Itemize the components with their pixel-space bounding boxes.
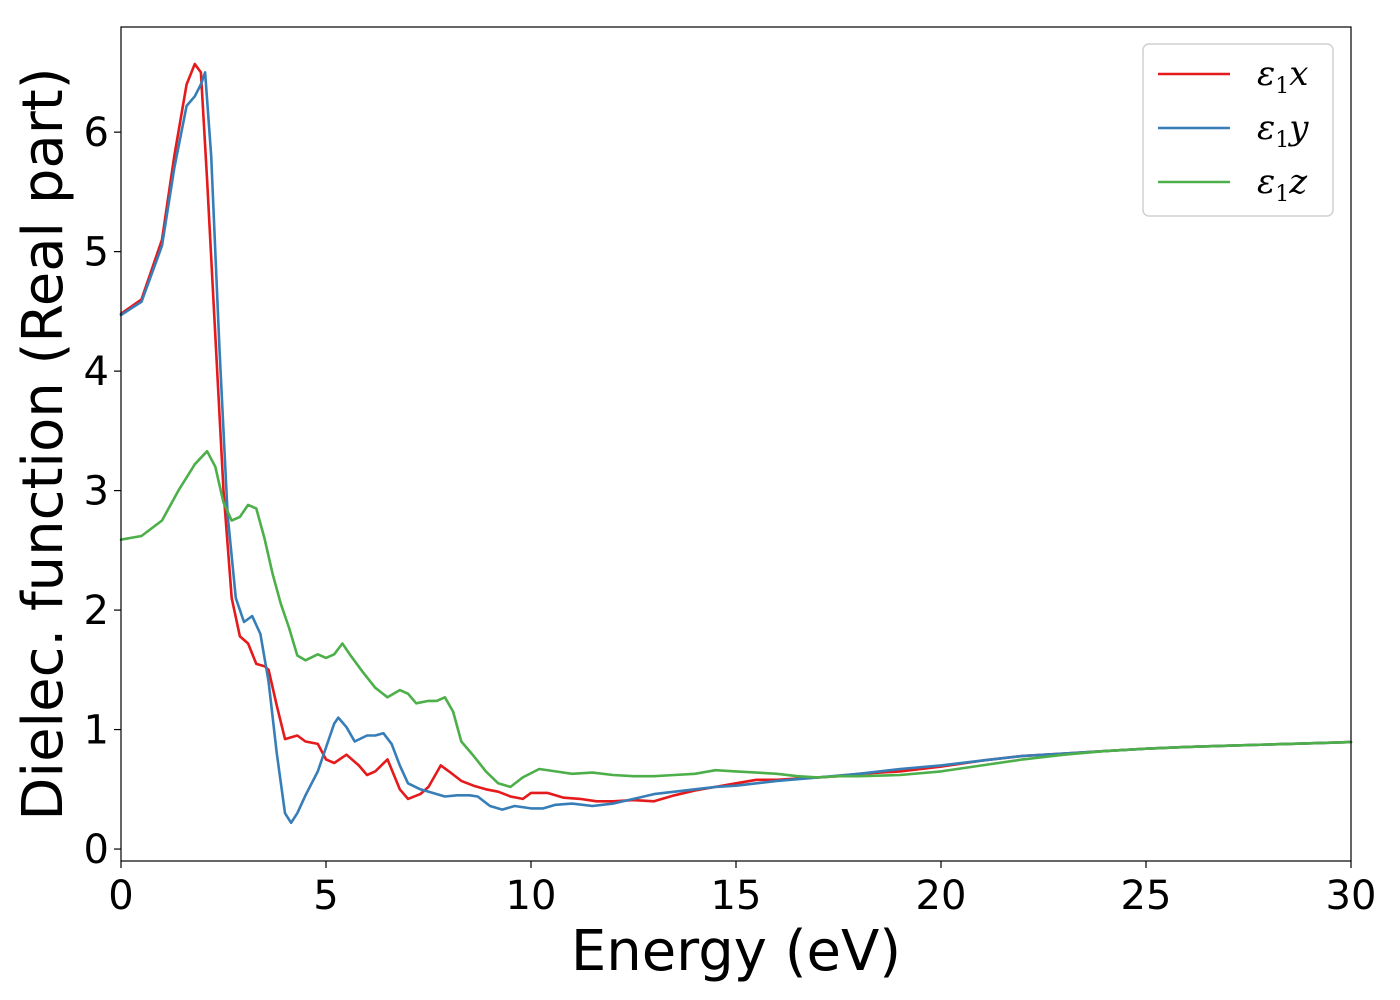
x-tick-label: 30 bbox=[1326, 873, 1377, 919]
legend-label-suffix: y bbox=[1287, 108, 1309, 148]
legend-label-base: ε bbox=[1257, 108, 1275, 148]
x-tick-label: 20 bbox=[916, 873, 967, 919]
legend-label-x: ε1x bbox=[1257, 54, 1308, 99]
legend-label-y: ε1y bbox=[1257, 108, 1309, 153]
y-axis-ticks: 0 1 2 3 4 5 6 bbox=[84, 110, 121, 873]
y-tick-label: 4 bbox=[84, 349, 109, 395]
x-axis-label: Energy (eV) bbox=[571, 919, 901, 984]
series-line-y bbox=[119, 71, 1353, 825]
x-tick-label: 25 bbox=[1121, 873, 1172, 919]
legend-label-subscript: 1 bbox=[1275, 128, 1289, 153]
x-tick-label: 15 bbox=[711, 873, 762, 919]
legend-label-subscript: 1 bbox=[1275, 74, 1289, 99]
y-tick-label: 2 bbox=[84, 588, 109, 634]
x-axis-ticks: 0 5 10 15 20 25 30 bbox=[108, 861, 1376, 919]
legend-label-base: ε bbox=[1257, 54, 1275, 94]
legend-label-base: ε bbox=[1257, 162, 1275, 202]
x-tick-label: 0 bbox=[108, 873, 133, 919]
x-tick-label: 10 bbox=[506, 873, 557, 919]
legend-label-z: ε1z bbox=[1257, 162, 1308, 207]
legend-box bbox=[1142, 43, 1334, 217]
legend-label-suffix: x bbox=[1289, 54, 1308, 94]
y-tick-label: 5 bbox=[84, 230, 109, 276]
x-tick-label: 5 bbox=[313, 873, 338, 919]
legend-label-suffix: z bbox=[1288, 162, 1308, 202]
y-tick-label: 0 bbox=[84, 827, 109, 873]
series-layer bbox=[119, 62, 1353, 825]
series-line-z bbox=[119, 449, 1353, 789]
y-axis-label: Dielec. function (Real part) bbox=[11, 67, 76, 820]
y-tick-label: 3 bbox=[84, 469, 109, 515]
y-tick-label: 1 bbox=[84, 708, 109, 754]
y-tick-label: 6 bbox=[84, 110, 109, 156]
legend-label-subscript: 1 bbox=[1275, 182, 1289, 207]
